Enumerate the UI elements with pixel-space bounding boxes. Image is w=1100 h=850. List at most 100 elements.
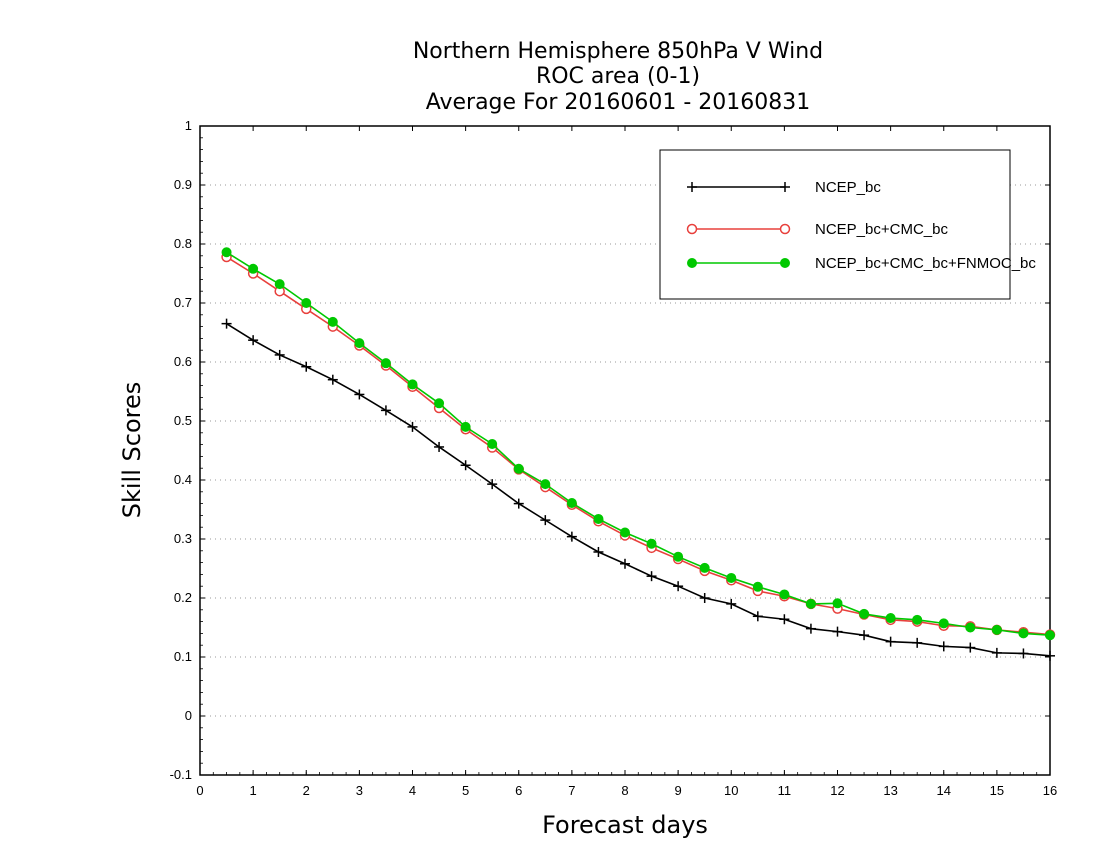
series-line [226, 322, 1051, 657]
data-point [779, 589, 790, 600]
data-point [859, 608, 870, 619]
x-tick-label: 14 [937, 783, 951, 798]
y-tick-label: 0.4 [174, 472, 192, 487]
data-point [221, 318, 232, 329]
data-point [566, 531, 577, 542]
data-point [327, 316, 338, 327]
data-point [965, 622, 976, 633]
x-tick-label: 5 [462, 783, 469, 798]
data-point [912, 614, 923, 625]
y-tick-label: -0.1 [170, 767, 192, 782]
data-point [620, 558, 630, 569]
y-tick-label: 0.7 [174, 295, 192, 310]
data-point [540, 515, 551, 526]
data-point [805, 598, 816, 609]
y-tick-label: 0.6 [174, 354, 192, 369]
legend-label: NCEP_bc+CMC_bc [815, 221, 948, 238]
x-tick-label: 7 [568, 783, 575, 798]
y-tick-label: 0.3 [174, 531, 192, 546]
data-point [752, 581, 763, 592]
data-point [726, 572, 737, 583]
legend-marker [779, 223, 791, 235]
x-axis-title: Forecast days [542, 811, 708, 839]
y-tick-label: 1 [185, 118, 192, 133]
x-tick-label: 9 [675, 783, 682, 798]
data-point [434, 398, 445, 409]
x-tick-label: 1 [250, 783, 257, 798]
data-point [646, 571, 657, 582]
data-point [487, 439, 498, 450]
data-point [1045, 630, 1055, 641]
data-point [407, 421, 418, 432]
chart-title-line-3: Average For 20160601 - 20160831 [426, 90, 811, 115]
data-point [593, 513, 604, 524]
data-point [540, 479, 551, 490]
x-tick-label: 12 [830, 783, 844, 798]
axes [199, 125, 1051, 776]
legend-marker [780, 182, 790, 192]
data-point [620, 527, 630, 538]
y-tick-label: 0.9 [174, 177, 192, 192]
x-tick-label: 3 [356, 783, 363, 798]
x-tick-label: 13 [883, 783, 897, 798]
x-tick-label: 15 [990, 783, 1004, 798]
data-point [912, 637, 923, 648]
data-point [566, 498, 577, 509]
series-line [226, 256, 1051, 636]
data-point [885, 613, 896, 624]
y-tick-label: 0.2 [174, 590, 192, 605]
data-point [354, 389, 365, 400]
x-tick-label: 2 [303, 783, 310, 798]
data-point [460, 460, 471, 471]
chart-title: Northern Hemisphere 850hPa V Wind ROC ar… [413, 39, 823, 115]
data-point [301, 361, 312, 372]
data-point [938, 641, 949, 652]
x-tick-label: 16 [1043, 783, 1057, 798]
data-point [885, 636, 896, 647]
y-tick-labels: -0.1 0 0.1 0.2 0.3 0.4 0.5 0.6 0.7 0.8 0.9 1 [170, 118, 192, 782]
legend-marker [687, 182, 697, 192]
x-tick-label: 0 [196, 783, 203, 798]
x-tick-label: 4 [409, 783, 416, 798]
data-point [274, 349, 285, 360]
data-point [380, 405, 391, 416]
legend-marker [687, 258, 697, 268]
data-point [699, 593, 710, 603]
data-point [859, 630, 870, 641]
data-point [1018, 628, 1029, 639]
x-tick-label: 6 [515, 783, 522, 798]
y-tick-label: 0.8 [174, 236, 192, 251]
data-point [991, 624, 1002, 635]
data-point [832, 598, 843, 609]
data-point [699, 562, 710, 573]
series-line [226, 251, 1051, 636]
chart-title-line-2: ROC area (0-1) [536, 64, 700, 89]
legend-box [659, 149, 1011, 300]
data-point [327, 374, 338, 385]
x-tick-labels: 0 1 2 3 4 5 6 7 8 9 10 11 12 13 14 15 16 [196, 783, 1057, 798]
data-point [593, 546, 604, 557]
data-point [1018, 648, 1029, 659]
x-tick-label: 8 [621, 783, 628, 798]
series-1 [221, 318, 1055, 661]
data-point [805, 623, 816, 634]
data-point [248, 335, 259, 346]
legend-label: NCEP_bc [815, 179, 881, 196]
data-point [513, 498, 524, 509]
data-point [221, 247, 232, 258]
data-point [991, 647, 1002, 658]
legend-marker [780, 258, 790, 268]
data-point [646, 538, 657, 549]
y-axis-title: Skill Scores [118, 382, 146, 519]
data-point [673, 581, 684, 592]
data-point [965, 642, 976, 653]
data-point [513, 463, 524, 474]
data-point [779, 614, 790, 625]
x-tick-label: 10 [724, 783, 738, 798]
legend-label: NCEP_bc+CMC_bc+FNMOC_bc [815, 255, 1036, 272]
y-tick-label: 0.1 [174, 649, 192, 664]
data-point [380, 358, 391, 369]
series [221, 247, 1056, 661]
data-point [274, 279, 285, 290]
